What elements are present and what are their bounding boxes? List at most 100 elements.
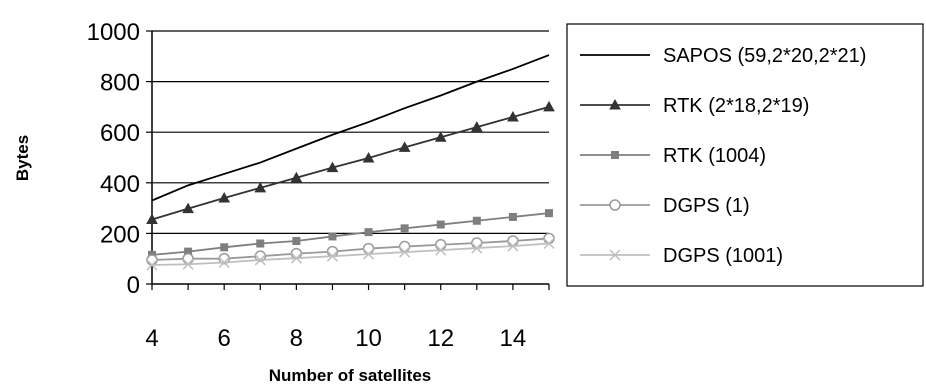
marker-stroke xyxy=(290,252,302,264)
marker-stroke xyxy=(218,256,230,269)
data-point xyxy=(256,239,265,248)
marker-stroke xyxy=(609,249,621,261)
data-point xyxy=(218,252,230,265)
data-point xyxy=(398,240,411,253)
data-point xyxy=(364,228,373,237)
data-point xyxy=(290,252,302,264)
series-line xyxy=(151,242,550,266)
data-point xyxy=(435,244,447,256)
legend-marker xyxy=(609,199,621,211)
series-1 xyxy=(151,54,550,202)
legend-marker xyxy=(609,98,621,110)
series-line xyxy=(151,106,550,221)
data-point xyxy=(254,250,267,262)
x-tick-label: 6 xyxy=(218,325,231,352)
data-point xyxy=(220,243,229,252)
data-point xyxy=(507,235,519,247)
data-point xyxy=(472,216,481,225)
data-point xyxy=(434,239,447,251)
data-point xyxy=(436,220,445,229)
data-point xyxy=(146,259,158,271)
legend-item: SAPOS (59,2*20,2*21) xyxy=(580,45,866,67)
legend-marker xyxy=(609,249,621,261)
data-point xyxy=(182,252,194,265)
data-point xyxy=(471,237,483,249)
data-point xyxy=(543,232,555,245)
data-point xyxy=(182,258,194,270)
data-point xyxy=(254,181,267,193)
data-point xyxy=(507,110,519,122)
marker-stroke xyxy=(471,242,483,254)
marker-stroke xyxy=(543,237,555,250)
data-point xyxy=(146,213,158,224)
legend-label: DGPS (1) xyxy=(663,195,750,217)
marker-stroke xyxy=(326,250,338,262)
series-line xyxy=(151,237,550,261)
legend-item: RTK (2*18,2*19) xyxy=(580,95,809,117)
data-point xyxy=(290,171,303,183)
data-point xyxy=(326,161,339,173)
legend-item: DGPS (1001) xyxy=(580,245,783,267)
x-tick-label: 8 xyxy=(290,325,303,352)
series-line xyxy=(151,212,550,256)
grid-lines xyxy=(152,30,549,234)
data-point xyxy=(146,254,158,266)
data-point xyxy=(363,248,375,260)
data-point xyxy=(292,236,301,245)
y-tick-label: 800 xyxy=(100,70,140,97)
data-point xyxy=(434,131,447,142)
x-axis-title: Number of satellites xyxy=(269,366,432,385)
legend-item: DGPS (1) xyxy=(580,195,750,217)
data-point xyxy=(470,121,483,132)
data-point xyxy=(218,191,231,203)
legend: SAPOS (59,2*20,2*21) RTK (2*18,2*19) RTK (… xyxy=(566,23,924,287)
data-point xyxy=(182,202,194,214)
marker-stroke xyxy=(399,246,411,258)
y-tick-label: 1000 xyxy=(87,19,140,46)
data-point xyxy=(400,224,409,233)
data-point xyxy=(326,250,338,262)
legend-marker xyxy=(611,151,619,159)
data-point xyxy=(254,254,266,266)
data-point xyxy=(508,212,517,221)
series-line xyxy=(151,54,550,202)
data-point xyxy=(362,151,375,163)
data-point xyxy=(218,256,230,269)
data-point xyxy=(545,209,553,218)
data-point xyxy=(507,240,519,252)
y-tick-label: 600 xyxy=(100,120,140,147)
marker-stroke xyxy=(363,248,375,260)
y-axis: 0 200 400 600 800 1000 xyxy=(87,19,153,299)
y-axis-title: Bytes xyxy=(13,135,32,181)
x-axis: 4 6 8 10 12 14 xyxy=(145,283,550,352)
x-tick-label: 10 xyxy=(355,325,382,352)
data-point xyxy=(328,232,337,241)
x-tick-label: 14 xyxy=(500,325,527,352)
marker-stroke xyxy=(182,258,194,270)
legend-label: RTK (1004) xyxy=(663,145,766,167)
marker-stroke xyxy=(507,240,519,252)
legend-item: RTK (1004) xyxy=(580,145,766,167)
data-point xyxy=(398,141,411,152)
x-tick-label: 12 xyxy=(427,325,454,352)
series-5 xyxy=(146,237,555,271)
legend-label: DGPS (1001) xyxy=(663,245,783,267)
y-tick-label: 0 xyxy=(127,272,140,299)
legend-label: SAPOS (59,2*20,2*21) xyxy=(663,45,866,67)
series-2 xyxy=(146,100,555,224)
marker-stroke xyxy=(146,259,158,271)
data-point xyxy=(362,242,375,255)
data-point xyxy=(543,100,555,112)
data-point xyxy=(543,237,555,250)
data-point xyxy=(399,246,411,258)
y-tick-label: 400 xyxy=(100,171,140,198)
marker-stroke xyxy=(254,254,266,266)
x-tick-label: 4 xyxy=(145,325,158,352)
legend-label: RTK (2*18,2*19) xyxy=(663,95,809,117)
data-point xyxy=(471,242,483,254)
y-tick-label: 200 xyxy=(100,221,140,248)
series-3 xyxy=(148,209,553,259)
series-layer xyxy=(146,54,555,271)
marker-stroke xyxy=(435,244,447,256)
